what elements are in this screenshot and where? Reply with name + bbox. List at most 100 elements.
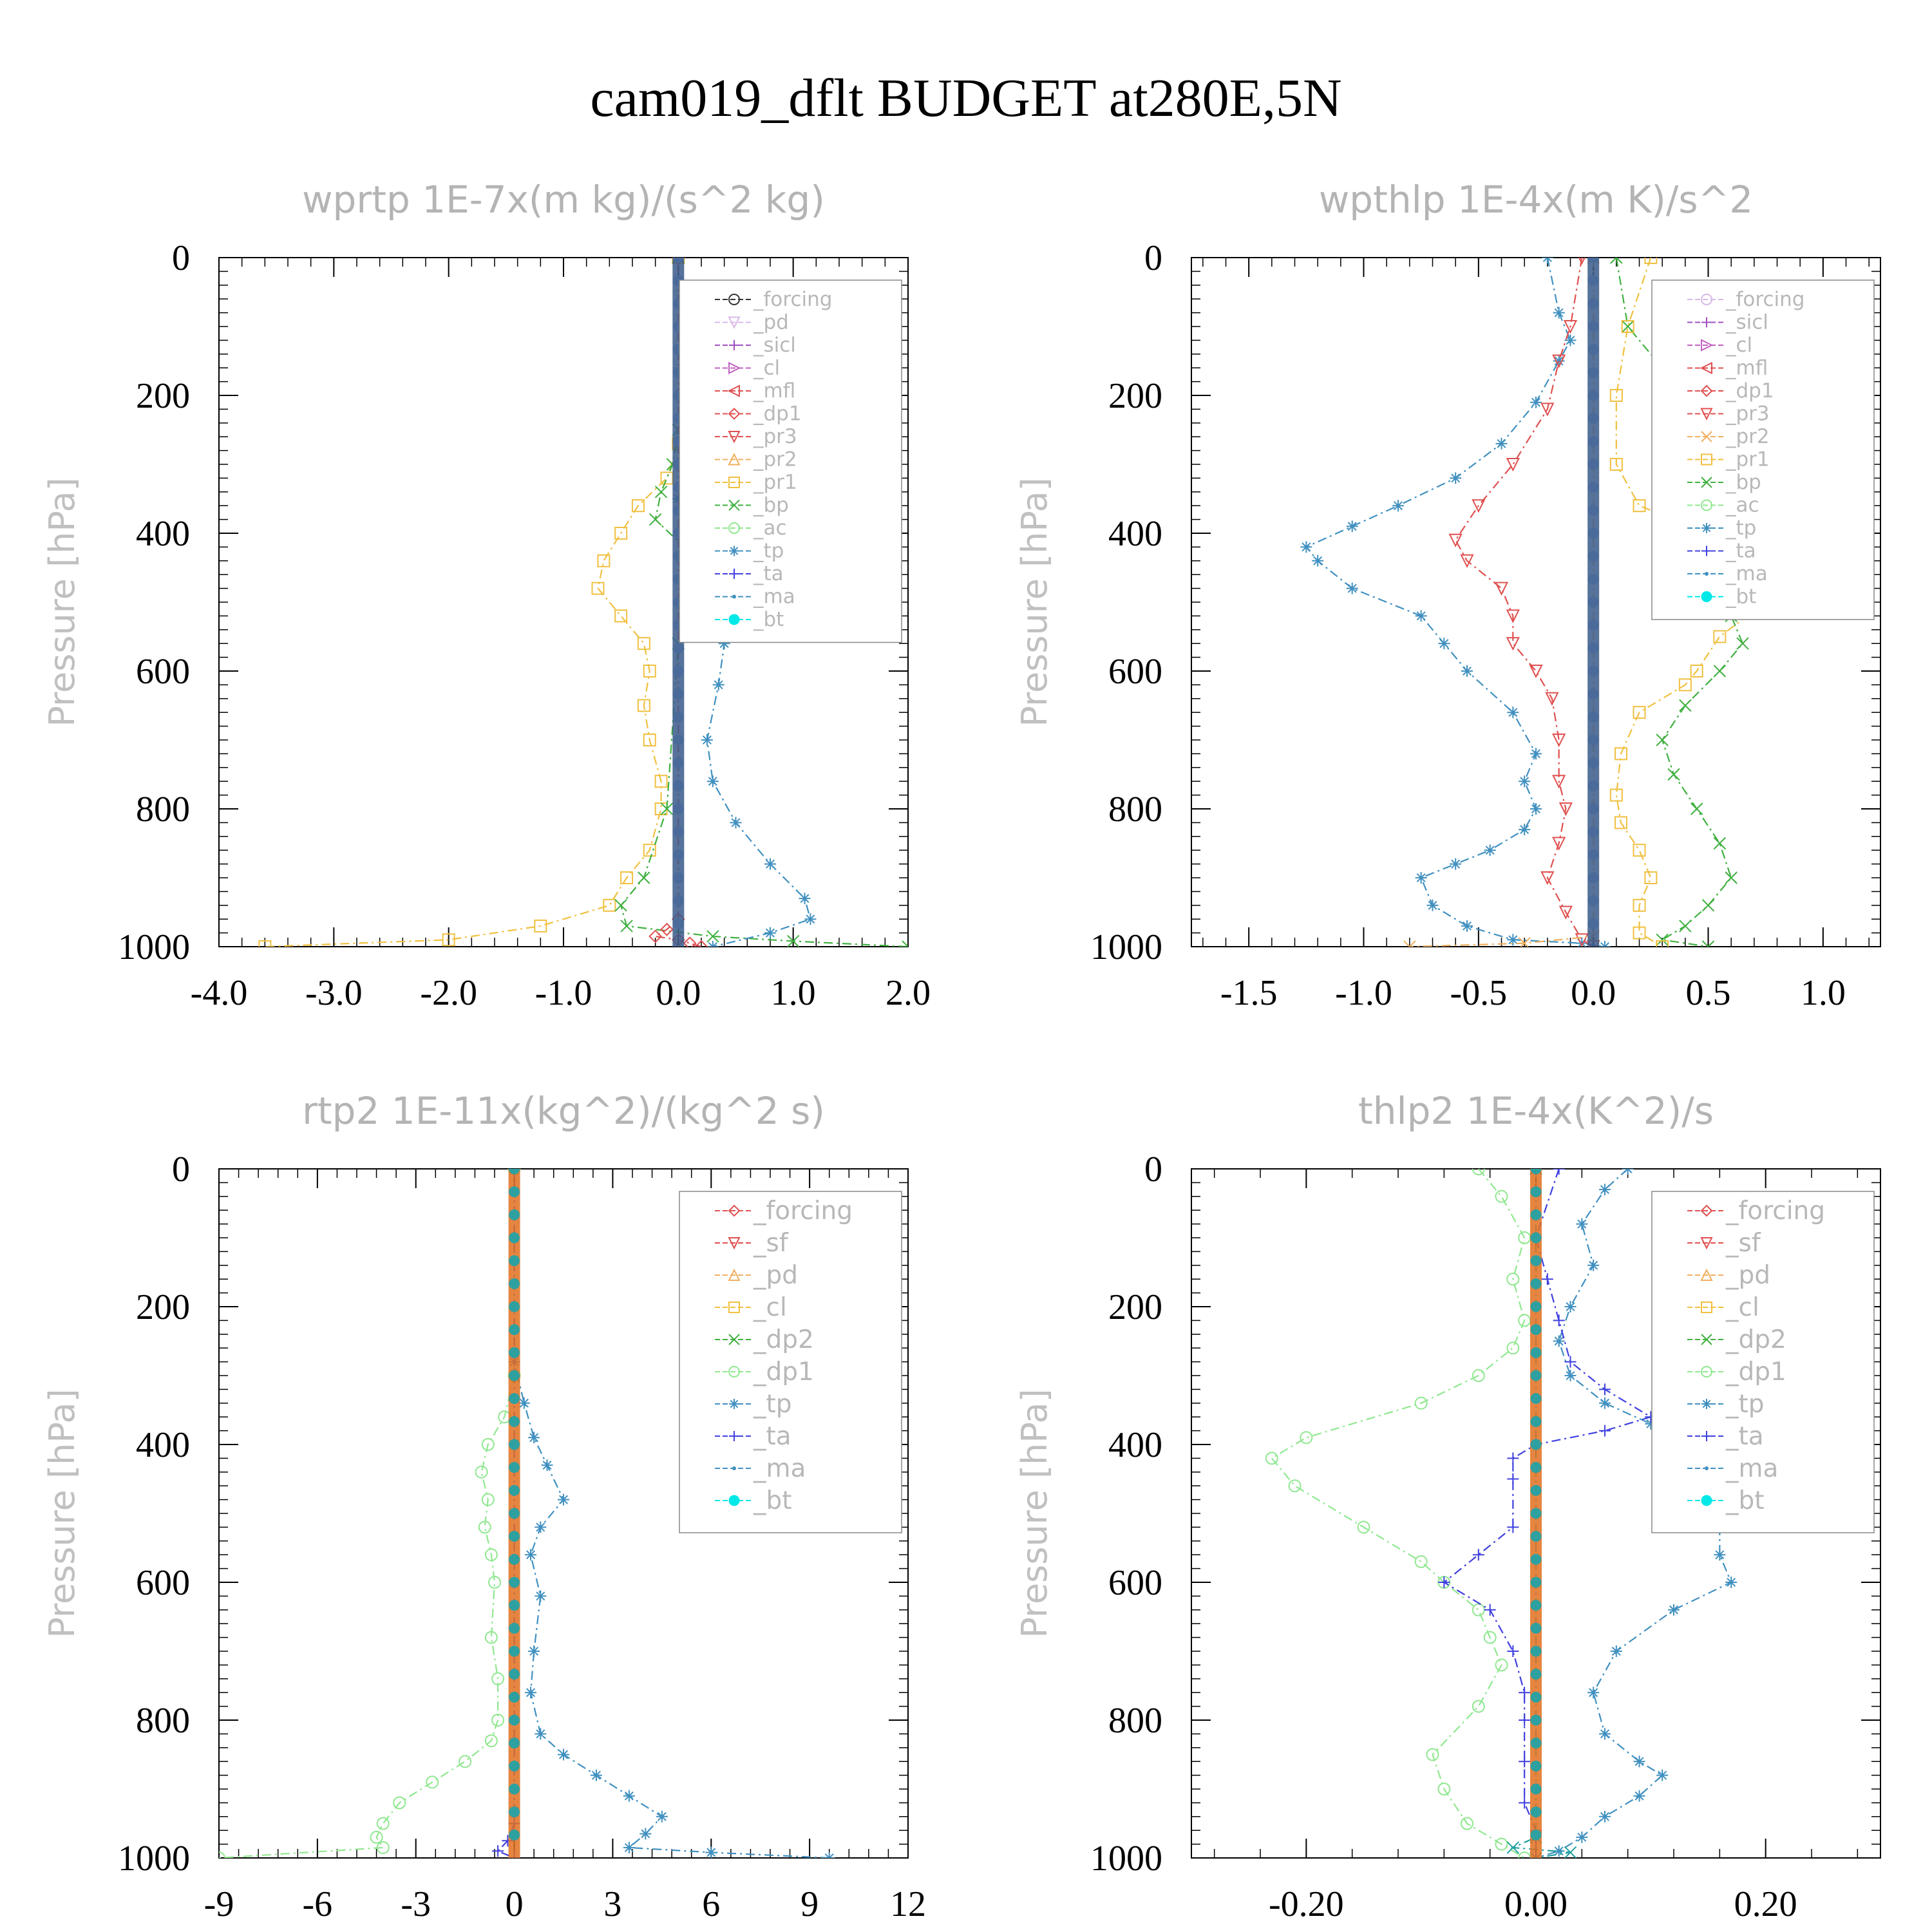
data-point <box>481 1438 495 1451</box>
data-point <box>492 1845 504 1857</box>
y-tick-label: 600 <box>136 652 190 692</box>
data-point <box>1506 1273 1520 1286</box>
data-point <box>603 898 616 912</box>
y-axis-label: Pressure [hPa] <box>1014 477 1055 726</box>
legend-box <box>1651 279 1875 620</box>
zero-point <box>509 1169 520 1175</box>
zero-point <box>1587 918 1599 929</box>
series-pr3 <box>1448 258 1600 947</box>
data-point <box>1599 1184 1611 1196</box>
zero-point <box>1530 1347 1542 1358</box>
figure-suptitle: cam019_dflt BUDGET at280E,5N <box>590 68 1341 128</box>
data-point <box>1495 437 1508 450</box>
legend-entry-pd: _pd <box>715 311 789 334</box>
legend-entry-ac: _ac <box>715 516 787 540</box>
data-point <box>426 1776 439 1789</box>
legend-label: _mfl <box>1725 357 1768 380</box>
panel-title: wprtp 1E-7x(m kg)/(s^2 kg) <box>302 178 825 222</box>
legend-entry-dp1: _dp1 <box>1687 379 1774 402</box>
data-point <box>660 922 674 936</box>
legend-marker <box>1705 1466 1709 1470</box>
zero-point <box>1587 849 1599 860</box>
zero-point <box>1587 321 1599 332</box>
zero-point <box>1587 642 1599 654</box>
legend-entry-pr3: _pr3 <box>1687 402 1770 426</box>
y-axis-label: Pressure [hPa] <box>1014 1388 1055 1638</box>
legend-marker <box>728 1302 740 1313</box>
data-point <box>484 1734 498 1748</box>
data-point <box>649 513 662 526</box>
zero-point <box>509 1462 520 1473</box>
legend-entry-bp: _bp <box>715 494 789 517</box>
data-point <box>1553 307 1565 319</box>
zero-point <box>1587 390 1599 401</box>
zero-point <box>1530 1278 1542 1289</box>
legend-marker <box>728 1366 740 1378</box>
data-point <box>1541 1273 1553 1285</box>
data-point <box>1507 934 1519 946</box>
zero-point <box>1530 1169 1542 1175</box>
legend-marker <box>732 1466 736 1470</box>
data-point <box>654 486 668 498</box>
zero-point <box>509 1669 520 1680</box>
data-point <box>706 775 719 788</box>
data-point <box>1679 920 1692 933</box>
y-tick-label: 0 <box>172 238 190 278</box>
data-point <box>491 1672 505 1685</box>
zero-point <box>1587 258 1599 263</box>
data-point <box>1494 582 1509 596</box>
data-point <box>1506 637 1520 651</box>
legend-entry-ma: _ma <box>715 1454 806 1483</box>
legend-label: _dp2 <box>753 1325 814 1354</box>
data-point <box>730 817 742 829</box>
series-line <box>1615 258 1778 947</box>
data-point <box>1553 1314 1565 1327</box>
y-tick-label: 0 <box>1144 238 1162 278</box>
zero-point <box>1530 1669 1542 1680</box>
data-point <box>620 920 633 933</box>
x-tick-label: -4.0 <box>191 973 248 1013</box>
zero-point <box>1530 1760 1542 1772</box>
zero-point <box>1587 803 1599 815</box>
data-point <box>623 1790 635 1802</box>
y-tick-label: 200 <box>1108 1287 1162 1327</box>
y-axis-label: Pressure [hPa] <box>42 477 82 726</box>
y-tick-label: 400 <box>1108 1425 1162 1465</box>
legend-entry-ta: _ta <box>715 562 784 585</box>
legend-label: _forcing <box>753 1197 853 1226</box>
legend-label: _sicl <box>753 334 796 357</box>
zero-point <box>509 1255 520 1267</box>
zero-point <box>1530 1301 1542 1312</box>
legend: _forcing _sf _pd _cl _dp2 _dp1 _tp _ta _ma _bt <box>1651 1191 1875 1533</box>
legend-label: _sf <box>753 1229 789 1258</box>
legend-marker <box>727 384 740 397</box>
data-point <box>649 929 663 943</box>
y-tick-label: 400 <box>1108 514 1162 554</box>
legend-marker <box>728 1334 740 1345</box>
zero-point <box>1530 1645 1542 1657</box>
zero-point <box>1587 665 1599 677</box>
data-point <box>1576 1218 1588 1230</box>
y-tick-label: 1000 <box>1090 1839 1162 1879</box>
data-point <box>1609 458 1623 471</box>
zero-point <box>1587 826 1599 838</box>
data-point <box>1633 706 1646 719</box>
series-dp1 <box>219 1169 521 1858</box>
legend-marker <box>1700 1268 1713 1281</box>
data-point <box>1312 554 1324 567</box>
zero-point <box>672 711 684 723</box>
legend-entry-sf: _sf <box>1687 1229 1761 1258</box>
zero-point <box>509 1806 520 1818</box>
zero-point <box>509 1186 520 1198</box>
series-ta <box>1438 1169 1657 1858</box>
data-point <box>1438 1577 1450 1588</box>
legend-label: _ta <box>753 562 784 585</box>
legend-label: _ma <box>1725 1454 1778 1483</box>
legend-marker <box>728 1204 741 1217</box>
zero-point <box>1530 1484 1542 1496</box>
legend-marker <box>728 499 740 511</box>
zero-point <box>1530 1209 1542 1220</box>
data-point <box>823 1852 835 1858</box>
data-point <box>1713 630 1727 643</box>
x-tick-label: 6 <box>702 1884 720 1924</box>
